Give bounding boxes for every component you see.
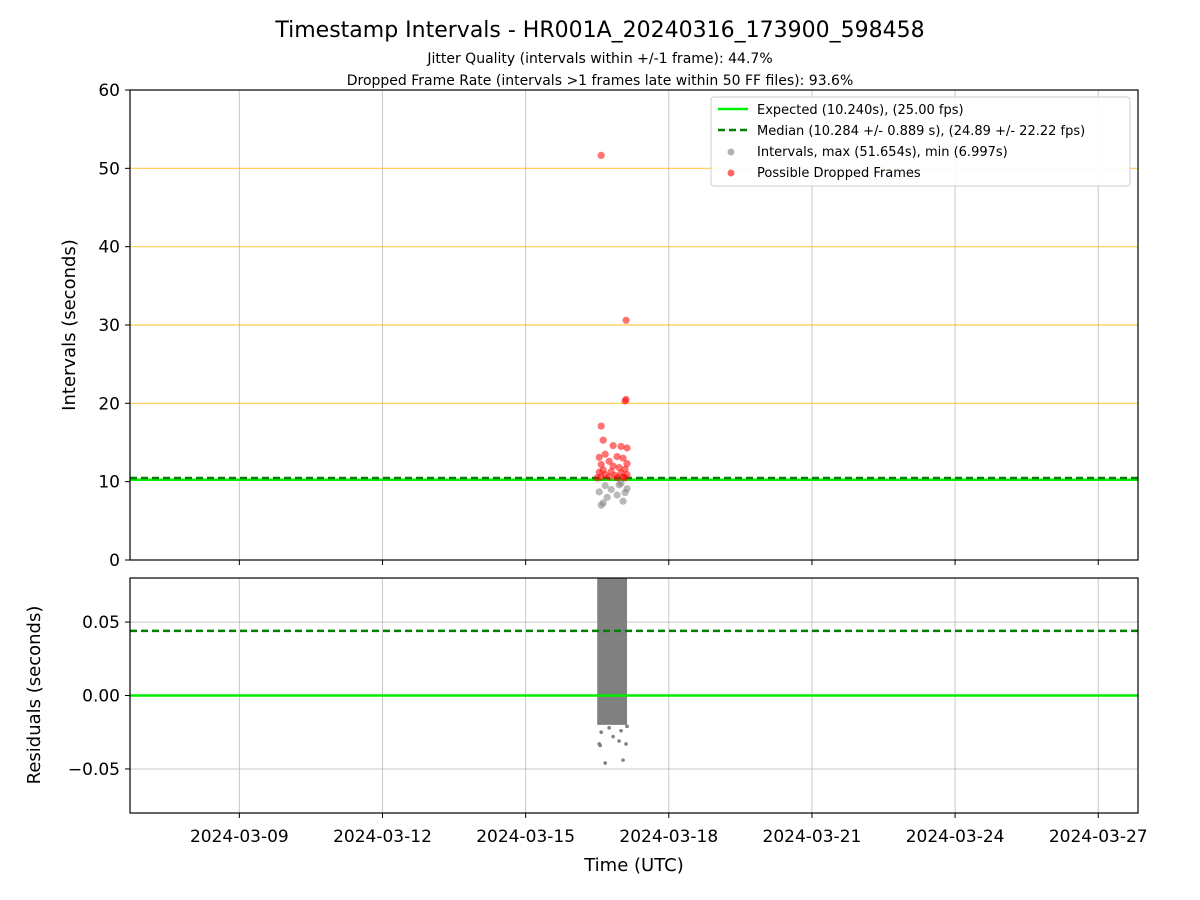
residual-point (619, 728, 623, 733)
x-tick-label: 2024-03-09 (190, 827, 289, 847)
dropped-frame-point (595, 453, 603, 461)
legend-expected-label: Expected (10.240s), (25.00 fps) (757, 103, 964, 118)
interval-point (595, 488, 603, 496)
residual-point (624, 742, 628, 746)
intervals-y-tick-label: 20 (98, 394, 120, 414)
residual-point (603, 761, 607, 765)
dropped-frame-point (601, 450, 609, 458)
intervals-x-ticks (238, 560, 1099, 565)
interval-point (603, 493, 611, 501)
dropped-frame-point (609, 462, 617, 470)
legend-dropped-swatch (727, 169, 735, 177)
dropped-frame-point (605, 473, 613, 481)
intervals-y-ticks: 0 10 20 30 40 50 60 (98, 81, 130, 571)
residuals-reference-lines (130, 629, 1138, 697)
intervals-y-tick-label: 40 (98, 238, 120, 258)
dropped-frame-point (613, 474, 621, 482)
dropped-frame-point (605, 457, 613, 465)
dropped-frame-point (615, 463, 623, 472)
residuals-points (597, 724, 629, 765)
dropped-frame-point (613, 453, 621, 461)
intervals-y-tick-label: 50 (98, 159, 120, 179)
residuals-y-axis-label: Residuals (seconds) (24, 606, 45, 785)
interval-point (617, 479, 625, 487)
dropped-frame-point (597, 460, 605, 469)
residual-point (617, 739, 621, 743)
interval-point (613, 491, 621, 499)
interval-point (623, 485, 631, 493)
intervals-points (593, 151, 631, 509)
residual-point (611, 734, 615, 739)
dropped-frame-point (597, 151, 605, 160)
x-tick-label: 2024-03-24 (906, 827, 1005, 847)
intervals-y-tick-label: 60 (98, 81, 120, 101)
residuals-y-tick-label: −0.05 (68, 760, 120, 780)
dropped-frame-point (597, 422, 605, 430)
dropped-frame-point (617, 442, 625, 451)
residuals-dense-band (597, 578, 628, 725)
x-tick-label: 2024-03-21 (763, 827, 862, 847)
dropped-frame-point (609, 442, 617, 450)
residuals-panel: −0.050.000.05 2024-03-09 2024-03-12 2024-0… (24, 577, 1148, 876)
residual-point (598, 743, 603, 748)
residuals-y-ticks: −0.05 0.00 0.05 (68, 613, 130, 780)
dropped-frame-point (619, 454, 627, 462)
intervals-reference-lines (130, 167, 1138, 482)
legend-intervals-swatch (727, 148, 735, 156)
residual-point (599, 730, 603, 735)
dropped-frame-point (623, 444, 631, 452)
residuals-y-tick-label: 0.05 (82, 613, 120, 633)
dropped-frame-point (622, 316, 630, 324)
legend-box (710, 96, 1131, 187)
legend: Expected (10.240s), (25.00 fps) Median (… (710, 96, 1131, 187)
x-tick-label: 2024-03-15 (476, 827, 575, 847)
residuals-x-ticks: 2024-03-09 2024-03-12 2024-03-15 2024-03-18… (190, 813, 1148, 847)
intervals-y-tick-label: 10 (98, 473, 120, 493)
residual-point (625, 724, 629, 729)
intervals-y-tick-label: 0 (109, 551, 120, 571)
dropped-frame-point (593, 474, 601, 482)
dropped-frame-point (623, 460, 631, 468)
chart-title: Timestamp Intervals - HR001A_20240316_17… (274, 18, 924, 43)
x-tick-label: 2024-03-18 (619, 827, 718, 847)
legend-dropped-label: Possible Dropped Frames (757, 166, 921, 181)
x-axis-label: Time (UTC) (583, 855, 684, 876)
dropped-frame-point (621, 397, 629, 405)
dropped-frame-point (599, 436, 607, 444)
residuals-y-tick-label: 0.00 (82, 687, 120, 707)
interval-point (619, 497, 627, 505)
residual-point (607, 726, 611, 730)
chart-subtitle-dropped: Dropped Frame Rate (intervals >1 frames … (347, 73, 854, 89)
interval-point (601, 481, 609, 490)
interval-point (607, 485, 615, 494)
x-tick-label: 2024-03-27 (1049, 827, 1148, 847)
intervals-y-axis-label: Intervals (seconds) (59, 239, 80, 411)
dropped-frame-point (621, 474, 629, 482)
legend-intervals-label: Intervals, max (51.654s), min (6.997s) (757, 145, 1008, 160)
x-tick-label: 2024-03-12 (333, 827, 432, 847)
intervals-y-tick-label: 30 (98, 316, 120, 336)
residual-point (621, 758, 625, 762)
chart-subtitle-jitter: Jitter Quality (intervals within +/-1 fr… (426, 51, 772, 67)
legend-median-label: Median (10.284 +/- 0.889 s), (24.89 +/- … (757, 124, 1085, 139)
interval-point (599, 499, 607, 507)
